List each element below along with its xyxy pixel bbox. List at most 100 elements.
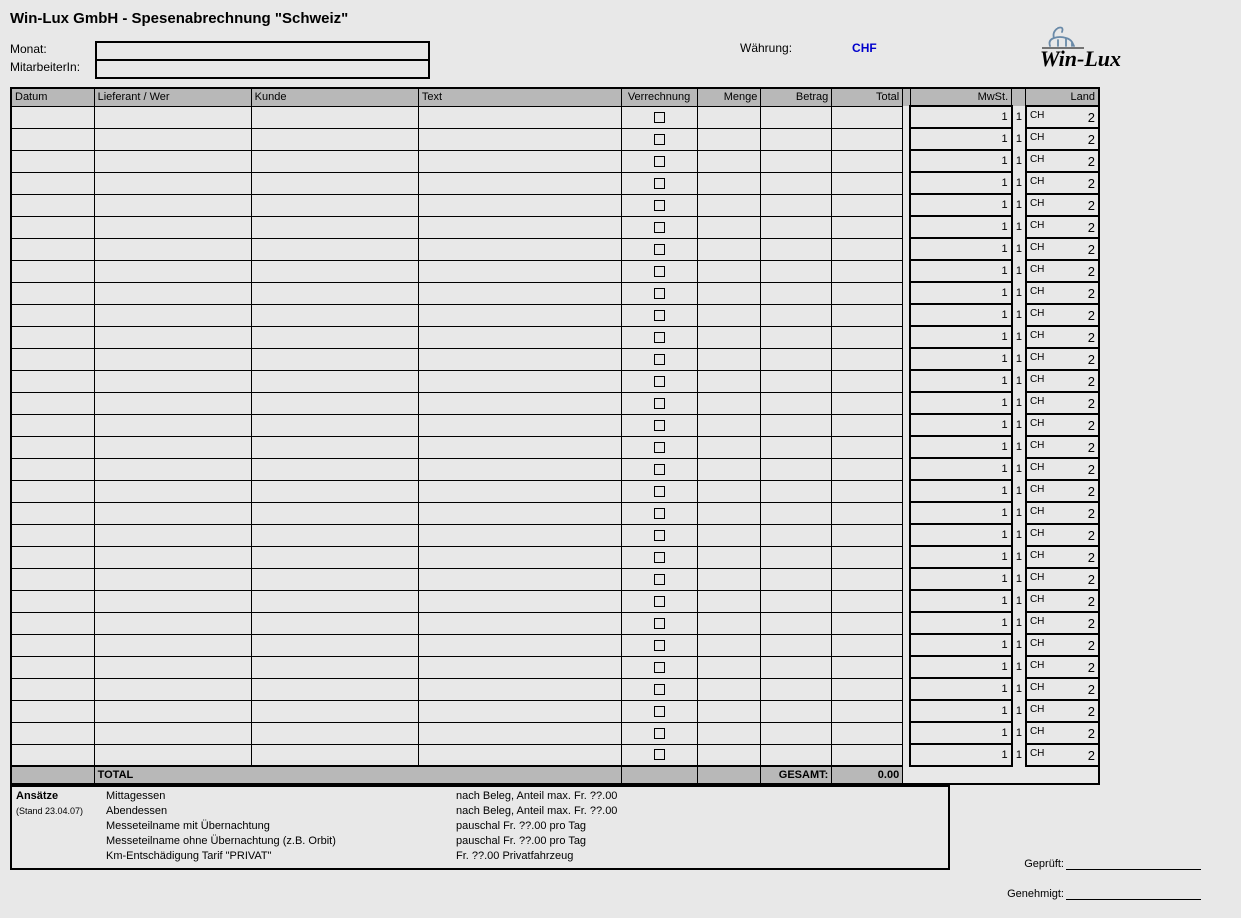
cell-land[interactable]: CH2: [1026, 106, 1099, 128]
cell-datum[interactable]: [11, 502, 94, 524]
cell-menge[interactable]: [697, 722, 761, 744]
cell-verrechnung[interactable]: [621, 436, 697, 458]
cell-mwst[interactable]: 1: [910, 238, 1011, 260]
cell-land[interactable]: CH2: [1026, 326, 1099, 348]
cell-lieferant[interactable]: [94, 392, 251, 414]
cell-betrag[interactable]: [761, 634, 832, 656]
checkbox-icon[interactable]: [654, 354, 665, 365]
cell-betrag[interactable]: [761, 590, 832, 612]
cell-text[interactable]: [418, 238, 621, 260]
cell-kunde[interactable]: [251, 216, 418, 238]
cell-kunde[interactable]: [251, 238, 418, 260]
cell-land[interactable]: CH2: [1026, 458, 1099, 480]
cell-verrechnung[interactable]: [621, 282, 697, 304]
cell-verrechnung[interactable]: [621, 678, 697, 700]
cell-betrag[interactable]: [761, 524, 832, 546]
cell-mwst[interactable]: 1: [910, 744, 1011, 766]
cell-lieferant[interactable]: [94, 282, 251, 304]
cell-land[interactable]: CH2: [1026, 700, 1099, 722]
cell-text[interactable]: [418, 612, 621, 634]
cell-verrechnung[interactable]: [621, 414, 697, 436]
checkbox-icon[interactable]: [654, 464, 665, 475]
cell-land[interactable]: CH2: [1026, 678, 1099, 700]
cell-kunde[interactable]: [251, 480, 418, 502]
cell-mwst[interactable]: 1: [910, 282, 1011, 304]
cell-datum[interactable]: [11, 348, 94, 370]
checkbox-icon[interactable]: [654, 244, 665, 255]
cell-menge[interactable]: [697, 260, 761, 282]
cell-kunde[interactable]: [251, 194, 418, 216]
cell-betrag[interactable]: [761, 216, 832, 238]
cell-mwst[interactable]: 1: [910, 612, 1011, 634]
cell-betrag[interactable]: [761, 392, 832, 414]
cell-verrechnung[interactable]: [621, 568, 697, 590]
cell-kunde[interactable]: [251, 568, 418, 590]
cell-text[interactable]: [418, 392, 621, 414]
cell-lieferant[interactable]: [94, 216, 251, 238]
cell-verrechnung[interactable]: [621, 216, 697, 238]
checkbox-icon[interactable]: [654, 640, 665, 651]
cell-lieferant[interactable]: [94, 106, 251, 128]
cell-verrechnung[interactable]: [621, 546, 697, 568]
cell-lieferant[interactable]: [94, 414, 251, 436]
cell-text[interactable]: [418, 480, 621, 502]
cell-datum[interactable]: [11, 524, 94, 546]
cell-betrag[interactable]: [761, 194, 832, 216]
cell-datum[interactable]: [11, 590, 94, 612]
checkbox-icon[interactable]: [654, 486, 665, 497]
cell-mwst[interactable]: 1: [910, 194, 1011, 216]
cell-text[interactable]: [418, 370, 621, 392]
cell-verrechnung[interactable]: [621, 238, 697, 260]
cell-mwst[interactable]: 1: [910, 414, 1011, 436]
cell-text[interactable]: [418, 656, 621, 678]
cell-mwst[interactable]: 1: [910, 436, 1011, 458]
cell-datum[interactable]: [11, 744, 94, 766]
approved-line[interactable]: [1066, 888, 1201, 900]
cell-menge[interactable]: [697, 172, 761, 194]
cell-text[interactable]: [418, 348, 621, 370]
cell-mwst[interactable]: 1: [910, 634, 1011, 656]
cell-kunde[interactable]: [251, 370, 418, 392]
cell-betrag[interactable]: [761, 348, 832, 370]
cell-datum[interactable]: [11, 392, 94, 414]
cell-verrechnung[interactable]: [621, 502, 697, 524]
cell-betrag[interactable]: [761, 304, 832, 326]
cell-land[interactable]: CH2: [1026, 590, 1099, 612]
cell-land[interactable]: CH2: [1026, 128, 1099, 150]
cell-land[interactable]: CH2: [1026, 172, 1099, 194]
cell-menge[interactable]: [697, 150, 761, 172]
cell-lieferant[interactable]: [94, 458, 251, 480]
cell-text[interactable]: [418, 502, 621, 524]
cell-kunde[interactable]: [251, 414, 418, 436]
cell-lieferant[interactable]: [94, 744, 251, 766]
checked-line[interactable]: [1066, 858, 1201, 870]
cell-verrechnung[interactable]: [621, 480, 697, 502]
cell-kunde[interactable]: [251, 612, 418, 634]
cell-lieferant[interactable]: [94, 568, 251, 590]
cell-mwst[interactable]: 1: [910, 590, 1011, 612]
cell-land[interactable]: CH2: [1026, 546, 1099, 568]
cell-kunde[interactable]: [251, 392, 418, 414]
cell-mwst[interactable]: 1: [910, 128, 1011, 150]
cell-land[interactable]: CH2: [1026, 370, 1099, 392]
checkbox-icon[interactable]: [654, 156, 665, 167]
cell-text[interactable]: [418, 194, 621, 216]
cell-menge[interactable]: [697, 678, 761, 700]
cell-menge[interactable]: [697, 458, 761, 480]
cell-mwst[interactable]: 1: [910, 260, 1011, 282]
cell-datum[interactable]: [11, 436, 94, 458]
checkbox-icon[interactable]: [654, 552, 665, 563]
cell-text[interactable]: [418, 634, 621, 656]
cell-lieferant[interactable]: [94, 480, 251, 502]
cell-kunde[interactable]: [251, 436, 418, 458]
cell-menge[interactable]: [697, 282, 761, 304]
cell-menge[interactable]: [697, 392, 761, 414]
cell-text[interactable]: [418, 722, 621, 744]
cell-betrag[interactable]: [761, 106, 832, 128]
cell-menge[interactable]: [697, 656, 761, 678]
cell-lieferant[interactable]: [94, 700, 251, 722]
cell-betrag[interactable]: [761, 656, 832, 678]
checkbox-icon[interactable]: [654, 288, 665, 299]
checkbox-icon[interactable]: [654, 508, 665, 519]
cell-text[interactable]: [418, 216, 621, 238]
